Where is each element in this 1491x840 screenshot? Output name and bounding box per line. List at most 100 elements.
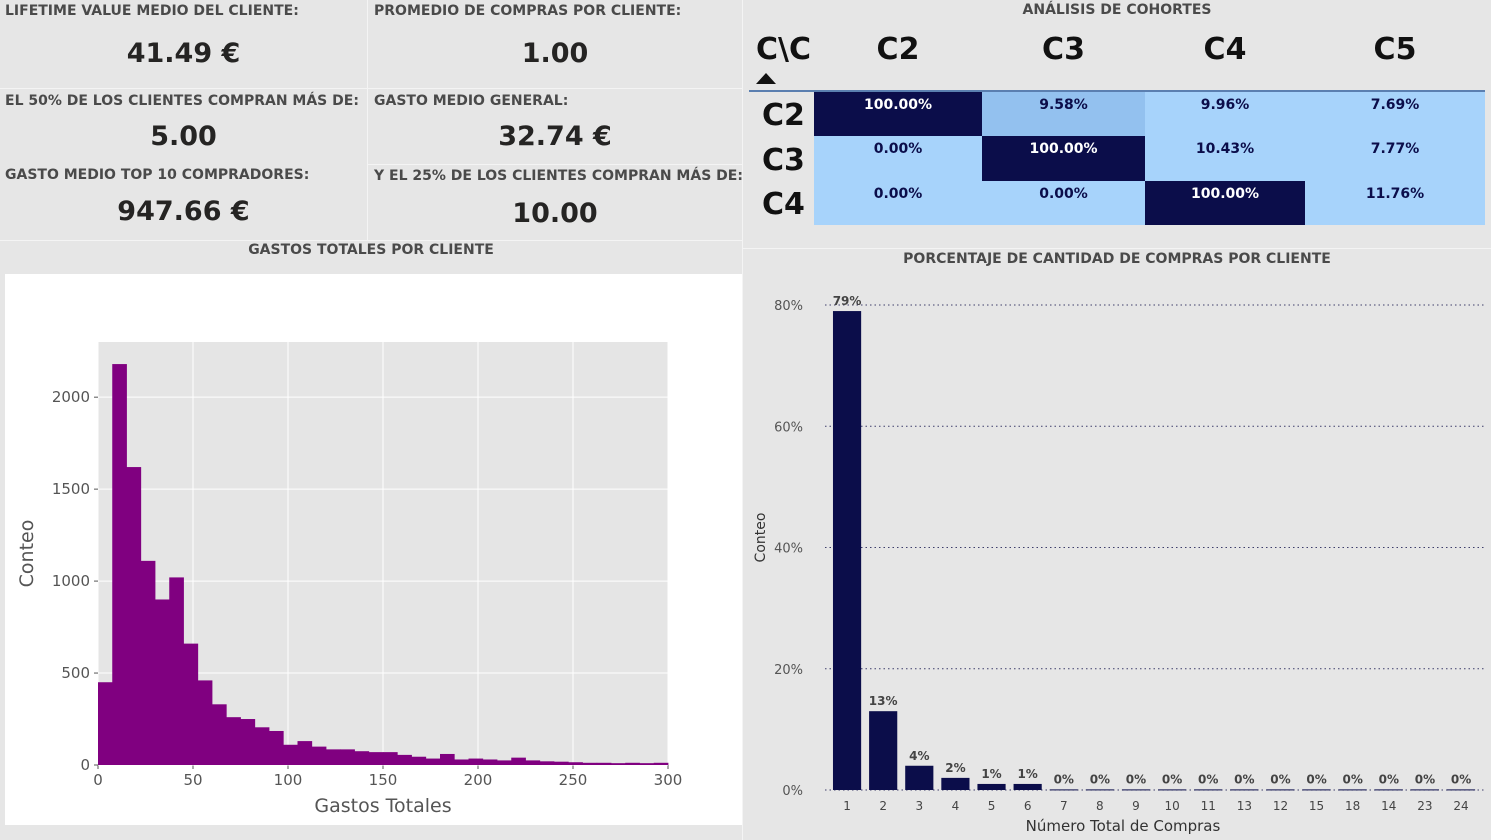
histogram-bar (653, 762, 669, 765)
cohort-header-underline (749, 90, 1485, 92)
cohort-cell: 0.00% (814, 181, 982, 225)
cohort-row-header: C2 (762, 98, 805, 133)
x-tick-label: 0 (93, 771, 103, 789)
histogram-bar (98, 682, 113, 765)
x-tick-label: 11 (1201, 799, 1216, 813)
purchases-bar (1410, 789, 1440, 791)
data-label: 0% (1270, 772, 1290, 786)
histogram-bar (169, 577, 184, 765)
x-tick-label: 5 (988, 799, 996, 813)
histogram-bar (212, 704, 227, 765)
purchases-section-title: PORCENTAJE DE CANTIDAD DE COMPRAS POR CL… (903, 251, 1331, 267)
histogram-bar (354, 751, 370, 765)
cohort-title: ANÁLISIS DE COHORTES (1022, 2, 1212, 18)
histogram-bar (539, 761, 555, 765)
purchases-bar (1374, 789, 1403, 791)
cohort-col-header: C5 (1373, 32, 1417, 67)
purchases-bar (977, 783, 1006, 790)
histogram-bar (297, 741, 313, 765)
histogram-bar (340, 749, 355, 765)
kpi-avg-spend-value: 32.74 € (498, 121, 612, 152)
kpi-divider (368, 88, 742, 89)
x-tick-label: 2 (879, 799, 887, 813)
cohort-row-header: C3 (762, 143, 805, 178)
purchases-bar (1230, 789, 1259, 791)
x-tick-label: 150 (369, 771, 398, 789)
cohort-cell: 9.58% (982, 92, 1145, 136)
data-label: 0% (1451, 772, 1471, 786)
histogram-bar (568, 762, 583, 765)
histogram-bar (368, 752, 384, 765)
histogram-bar (326, 749, 341, 765)
x-tick-label: 12 (1273, 799, 1288, 813)
histogram-section-title: GASTOS TOTALES POR CLIENTE (248, 242, 494, 258)
histogram-bar (582, 762, 598, 765)
histogram-bar (226, 717, 241, 765)
kpi-avg-purchases-value: 1.00 (521, 38, 589, 69)
data-label: 1% (1017, 767, 1037, 781)
histogram-bar (269, 730, 284, 765)
y-axis-label: Conteo (753, 513, 769, 563)
y-tick-label: 2000 (52, 388, 90, 406)
histogram-bar (554, 761, 569, 765)
x-tick-label: 3 (915, 799, 923, 813)
kpi-p25-label: Y EL 25% DE LOS CLIENTES COMPRAN MÁS DE: (374, 168, 743, 184)
histogram-bar (140, 560, 156, 765)
x-tick-label: 9 (1132, 799, 1140, 813)
histogram-bar (425, 758, 441, 765)
data-label: 0% (1162, 772, 1182, 786)
purchases-bar (1049, 789, 1078, 791)
cohort-cell: 100.00% (814, 92, 982, 136)
cohort-cell: 10.43% (1145, 136, 1305, 181)
kpi-ltv-label: LIFETIME VALUE MEDIO DEL CLIENTE: (5, 3, 299, 19)
data-label: 0% (1198, 772, 1218, 786)
histogram-bar (283, 744, 298, 765)
cohort-cell: 7.69% (1305, 92, 1485, 136)
histogram-bar (525, 760, 541, 765)
purchases-bar (1446, 789, 1476, 791)
histogram-bar (240, 719, 256, 765)
x-tick-label: 23 (1417, 799, 1432, 813)
histogram-bar (482, 759, 498, 765)
x-tick-label: 10 (1164, 799, 1179, 813)
y-tick-label: 500 (61, 664, 90, 682)
purchases-chart: 0%20%40%60%80% 79%113%24%32%41%51%60%70%8… (753, 294, 1485, 835)
data-label: 2% (945, 761, 965, 775)
data-label: 4% (909, 749, 929, 763)
histogram-bar (625, 762, 640, 765)
x-tick-label: 1 (843, 799, 851, 813)
x-tick-label: 50 (183, 771, 202, 789)
x-axis-label: Número Total de Compras (1026, 817, 1221, 835)
purchases-bar (869, 711, 898, 790)
histogram-bar (497, 760, 512, 765)
x-tick-label: 6 (1024, 799, 1032, 813)
histogram-bar (126, 467, 142, 765)
data-label: 0% (1054, 772, 1074, 786)
cohort-cell: 7.77% (1305, 136, 1485, 181)
y-axis-label: Conteo (16, 520, 38, 588)
cohort-col-header: C4 (1203, 32, 1247, 67)
x-tick-label: 300 (654, 771, 683, 789)
kpi-ltv-value: 41.49 € (126, 38, 241, 69)
data-label: 79% (833, 294, 862, 308)
cohort-cell: 100.00% (982, 136, 1145, 181)
x-axis-label: Gastos Totales (314, 795, 451, 817)
cohort-corner-header[interactable]: C\C (756, 32, 811, 67)
y-tick-label: 0% (782, 784, 803, 799)
kpi-divider (0, 88, 367, 89)
sort-ascending-icon[interactable] (756, 73, 776, 84)
x-tick-label: 200 (464, 771, 493, 789)
purchases-bar (905, 765, 934, 790)
histogram-bar (397, 754, 412, 765)
purchases-bar (1158, 789, 1187, 791)
kpi-avg-purchases-label: PROMEDIO DE COMPRAS POR CLIENTE: (374, 3, 682, 19)
purchases-bar (1338, 789, 1367, 791)
purchases-bar (1266, 789, 1295, 791)
histogram-bar (254, 727, 270, 765)
kpi-p50-label: EL 50% DE LOS CLIENTES COMPRAN MÁS DE: (5, 93, 359, 109)
data-label: 0% (1379, 772, 1399, 786)
histogram-bar (468, 758, 484, 765)
x-tick-label: 100 (274, 771, 303, 789)
histogram-bar (112, 364, 127, 765)
x-tick-label: 24 (1453, 799, 1468, 813)
